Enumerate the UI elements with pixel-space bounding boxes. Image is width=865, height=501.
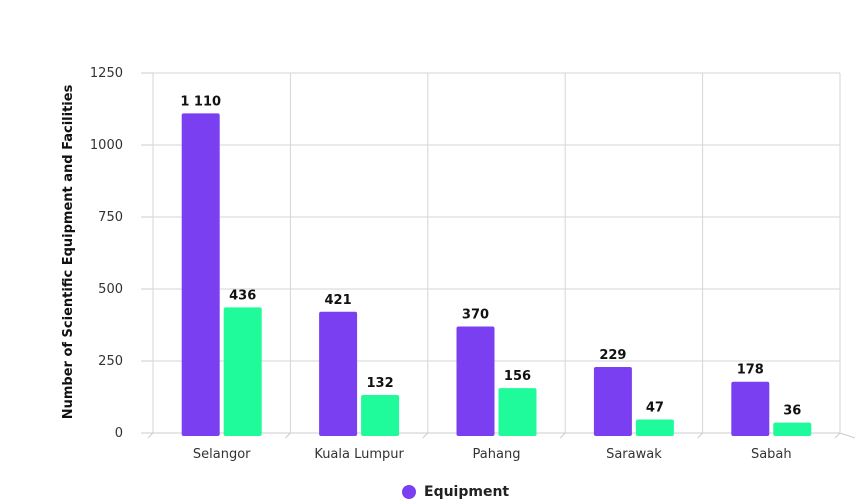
- y-tick-label: 250: [98, 354, 123, 369]
- data-label: 36: [783, 404, 801, 419]
- x-tick-label: Kuala Lumpur: [314, 447, 404, 462]
- y-axis-ticks: 0 250 500 750 1000 1250: [90, 66, 123, 441]
- x-tick-mark: [147, 432, 154, 439]
- x-tick-mark: [834, 432, 841, 439]
- y-axis-label: Number of Scientific Equipment and Facil…: [61, 84, 76, 419]
- axis-end-tick: [839, 432, 856, 439]
- bar-series-2[interactable]: [361, 394, 400, 436]
- bars: 1 110 436 421 132 370 156 229 47 178 36: [180, 94, 812, 436]
- data-label: 436: [229, 288, 256, 303]
- data-label: 229: [599, 348, 626, 363]
- bar-equipment[interactable]: [456, 326, 495, 436]
- y-tick-label: 1250: [90, 66, 123, 81]
- x-tick-mark: [559, 432, 566, 439]
- bar-equipment[interactable]: [593, 367, 632, 436]
- x-tick-mark: [422, 432, 429, 439]
- data-label: 156: [504, 369, 531, 384]
- data-label: 178: [737, 363, 764, 378]
- x-axis-ticks: Selangor Kuala Lumpur Pahang Sarawak Sabah: [193, 447, 792, 462]
- x-tick-label: Sarawak: [606, 447, 662, 462]
- y-tick-label: 750: [98, 210, 123, 225]
- data-label: 1 110: [180, 94, 221, 109]
- bar-series-2[interactable]: [223, 307, 262, 436]
- data-label: 370: [462, 307, 489, 322]
- legend-marker-icon: [402, 485, 416, 499]
- bar-equipment[interactable]: [319, 311, 358, 436]
- grid-lines: [141, 72, 856, 439]
- bar-equipment[interactable]: [731, 381, 770, 436]
- x-tick-mark: [285, 432, 291, 439]
- x-tick-label: Selangor: [193, 447, 251, 462]
- x-tick-label: Sabah: [751, 447, 792, 462]
- legend[interactable]: Equipment: [402, 484, 509, 500]
- legend-label-equipment: Equipment: [424, 484, 510, 500]
- y-tick-label: 500: [98, 282, 123, 297]
- x-tick-mark: [697, 432, 703, 439]
- bar-equipment[interactable]: [181, 113, 220, 436]
- bar-series-2[interactable]: [498, 388, 537, 436]
- data-label: 47: [646, 400, 664, 415]
- data-label: 132: [367, 376, 394, 391]
- y-tick-label: 0: [115, 426, 123, 441]
- bar-series-2[interactable]: [635, 419, 674, 436]
- bar-series-2[interactable]: [773, 422, 812, 436]
- x-tick-label: Pahang: [473, 447, 521, 462]
- y-tick-label: 1000: [90, 138, 123, 153]
- data-label: 421: [325, 293, 352, 308]
